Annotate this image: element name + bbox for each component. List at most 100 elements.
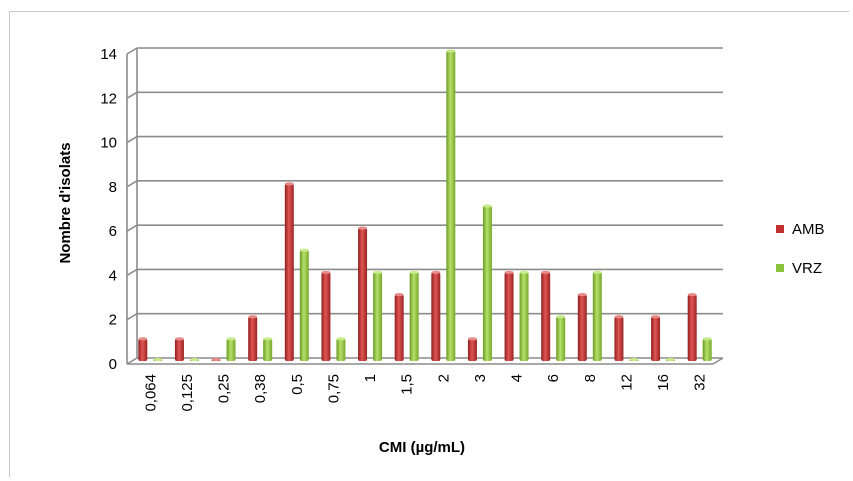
bar-cap-vrz <box>592 270 602 275</box>
bar-cap-amb <box>467 337 477 341</box>
bar-vrz <box>556 316 566 361</box>
x-tick-label: 0,38 <box>252 374 269 403</box>
x-tick-labels: 0,064 0,125 0,25 0,38 0,5 0,75 1 1,5 2 3 4 6 8 12 16 32 <box>142 374 708 412</box>
x-tick-label: 0,125 <box>179 374 196 412</box>
bar-amb <box>687 294 697 361</box>
bar-amb <box>651 316 661 361</box>
bar-vrz <box>519 272 529 361</box>
bar-vrz <box>482 206 492 361</box>
bar-amb <box>138 338 148 361</box>
x-tick-label: 0,064 <box>142 374 159 412</box>
y-tick-label: 6 <box>109 223 117 240</box>
bar-cap-vrz <box>409 270 419 275</box>
bars <box>138 49 712 362</box>
y-tick-labels: 0 2 4 6 8 10 12 14 <box>100 46 117 373</box>
bar-cap-amb <box>504 270 514 275</box>
gridline-depth <box>126 224 138 232</box>
x-tick-label: 2 <box>435 374 452 382</box>
bar-amb <box>614 316 624 361</box>
bar-vrz <box>336 338 346 361</box>
gridline-depth <box>126 135 138 144</box>
y-tick-label: 10 <box>100 135 117 152</box>
legend-label-amb: AMB <box>792 221 825 238</box>
gridline-depth <box>126 357 138 365</box>
bar-cap-amb <box>431 270 441 275</box>
gridline-depth <box>126 180 138 188</box>
bar-vrz <box>263 338 273 361</box>
x-tick-label: 32 <box>692 374 709 391</box>
gridline-depth <box>126 47 138 55</box>
bar-vrz <box>592 272 602 361</box>
bar-cap-vrz <box>519 270 529 275</box>
y-tick-label: 12 <box>100 90 117 107</box>
x-axis-title: CMI (µg/mL) <box>379 439 465 456</box>
bar-vrz <box>409 272 419 361</box>
x-tick-label: 6 <box>545 374 562 382</box>
gridline-depth <box>126 268 138 277</box>
bar-vrz <box>702 338 712 361</box>
bar-amb <box>541 272 551 361</box>
gridlines <box>126 47 724 365</box>
bar-cap-vrz <box>446 49 456 53</box>
bar-amb <box>358 228 368 361</box>
bar-cap-amb <box>394 292 404 297</box>
bar-vrz <box>226 338 236 361</box>
bar-cap-amb <box>321 270 331 275</box>
y-tick-label: 14 <box>100 46 117 63</box>
bar-cap-vrz <box>153 357 163 362</box>
bar-cap-vrz <box>556 315 566 319</box>
y-tick-label: 8 <box>109 179 117 196</box>
bar-cap-vrz <box>482 204 492 208</box>
bar-cap-amb <box>687 292 697 297</box>
bar-vrz <box>373 272 383 361</box>
bar-amb <box>174 338 184 361</box>
bar-cap-amb <box>614 315 624 319</box>
bar-amb <box>394 294 404 361</box>
bar-cap-vrz <box>666 357 676 362</box>
y-tick-label: 4 <box>109 267 117 284</box>
x-tick-label: 12 <box>618 374 635 391</box>
floor-edge <box>712 357 724 365</box>
bar-amb <box>321 272 331 361</box>
x-tick-label: 1,5 <box>399 374 416 395</box>
x-tick-label: 16 <box>655 374 672 391</box>
bar-cap-amb <box>138 337 148 341</box>
bar-cap-amb <box>577 292 587 297</box>
bar-amb <box>577 294 587 361</box>
bar-vrz <box>299 250 309 361</box>
bar-amb <box>431 272 441 361</box>
y-tick-label: 2 <box>109 312 117 329</box>
bar-amb <box>284 183 294 361</box>
bar-cap-amb <box>211 357 221 362</box>
bar-cap-amb <box>174 337 184 341</box>
y-tick-label: 0 <box>109 356 117 373</box>
x-tick-label: 0,5 <box>289 374 306 395</box>
bar-amb <box>248 316 258 361</box>
x-tick-label: 4 <box>509 374 526 382</box>
x-tick-label: 0,25 <box>216 374 233 403</box>
bar-cap-amb <box>651 315 661 319</box>
y-axis-title: Nombre d'isolats <box>57 142 74 263</box>
bar-vrz <box>446 51 456 361</box>
gridline-depth <box>126 313 138 321</box>
x-tick-label: 0,75 <box>325 374 342 403</box>
bar-cap-vrz <box>299 248 309 252</box>
bar-cap-vrz <box>189 357 199 362</box>
bar-amb <box>467 338 477 361</box>
bar-cap-vrz <box>336 337 346 341</box>
bar-cap-amb <box>358 226 368 230</box>
x-tick-label: 3 <box>472 374 489 382</box>
bar-cap-vrz <box>702 337 712 341</box>
gridline-depth <box>126 91 138 99</box>
legend-swatch-vrz <box>776 264 784 272</box>
x-tick-label: 8 <box>582 374 599 382</box>
bar-cap-vrz <box>629 357 639 362</box>
bar-cap-vrz <box>226 337 236 341</box>
bar-cap-vrz <box>373 270 383 275</box>
legend: AMB VRZ <box>776 221 825 277</box>
bar-cap-amb <box>541 270 551 275</box>
legend-label-vrz: VRZ <box>792 260 822 277</box>
chart-frame <box>9 11 849 477</box>
x-tick-label: 1 <box>362 374 379 382</box>
